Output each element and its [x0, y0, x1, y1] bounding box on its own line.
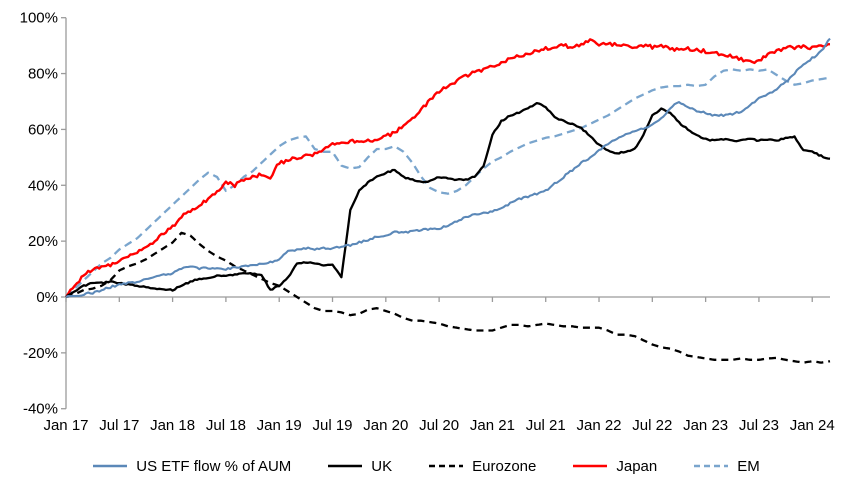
y-tick-label: -20% — [23, 345, 58, 362]
x-tick-label: Jan 21 — [470, 417, 515, 434]
legend-line-sample-us-etf-flow — [93, 464, 128, 468]
legend-label-em: EM — [737, 457, 760, 475]
legend-item-us-etf-flow: US ETF flow % of AUM — [92, 458, 291, 475]
y-tick-label: 100% — [20, 10, 58, 27]
x-tick-label: Jul 17 — [99, 417, 139, 434]
x-tick-label: Jul 18 — [206, 417, 246, 434]
x-tick-label: Jul 23 — [739, 417, 779, 434]
x-tick-label: Jan 23 — [683, 417, 728, 434]
legend-label-us-etf-flow: US ETF flow % of AUM — [136, 457, 292, 475]
x-tick-label: Jan 22 — [576, 417, 621, 434]
y-tick-label: 20% — [28, 233, 58, 250]
legend-item-uk: UK — [327, 458, 392, 475]
y-tick-label: 40% — [28, 177, 58, 194]
series-line-em — [65, 68, 831, 298]
x-tick-label: Jul 19 — [312, 417, 352, 434]
chart-canvas: 100% 80% 60% 40% 20% 0% -20% -40%Jan 17 Jul 17 Ja… — [20, 10, 835, 434]
series-line-eurozone — [65, 231, 831, 364]
x-tick-label: Jan 24 — [790, 417, 835, 434]
x-tick-label: Jan 18 — [150, 417, 195, 434]
legend-label-uk: UK — [371, 457, 393, 475]
legend-label-eurozone: Eurozone — [472, 457, 537, 475]
x-tick-label: Jan 17 — [43, 417, 88, 434]
legend-line-sample-em — [694, 464, 729, 468]
x-tick-label: Jan 20 — [363, 417, 408, 434]
y-tick-label: 0% — [36, 289, 58, 306]
legend-line-sample-eurozone — [429, 464, 464, 468]
x-tick-label: Jul 20 — [419, 417, 459, 434]
x-tick-label: Jul 21 — [526, 417, 566, 434]
y-tick-label: -40% — [23, 401, 58, 418]
x-tick-label: Jul 22 — [632, 417, 672, 434]
legend-label-japan: Japan — [616, 457, 658, 475]
chart-legend: US ETF flow % of AUM UK Eurozone Japan EM — [0, 444, 852, 488]
legend-item-japan: Japan — [572, 458, 657, 475]
x-tick-label: Jan 19 — [257, 417, 302, 434]
legend-item-em: EM — [693, 458, 760, 475]
y-tick-label: 60% — [28, 121, 58, 138]
legend-item-eurozone: Eurozone — [428, 458, 536, 475]
series-line-japan — [65, 38, 831, 298]
y-tick-label: 80% — [28, 66, 58, 83]
legend-line-sample-japan — [573, 464, 608, 468]
series-line-uk — [65, 101, 831, 298]
series-line-us-etf-flow — [65, 37, 831, 298]
legend-line-sample-uk — [328, 464, 363, 468]
